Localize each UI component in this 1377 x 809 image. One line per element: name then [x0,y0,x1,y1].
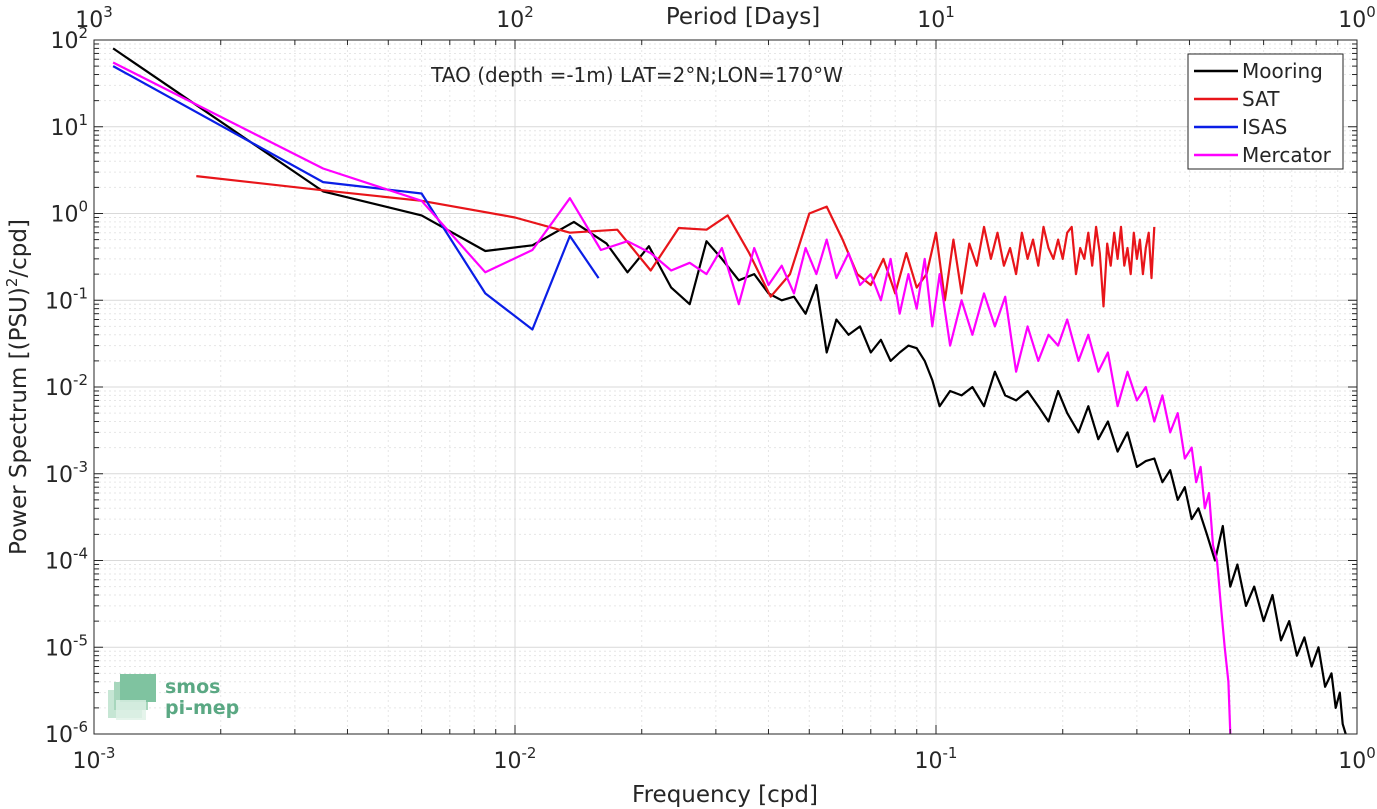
y-tick-label: 10-4 [45,545,88,575]
series-layer [112,47,1347,735]
top-tick-label: 102 [496,3,534,33]
legend-label-mercator: Mercator [1242,143,1332,167]
y-tick-label: 101 [50,111,88,141]
top-axis-label: Period [Days] [666,4,820,30]
top-tick-label: 100 [1338,3,1376,33]
y-tick-label: 10-1 [45,284,88,314]
series-line-mercator [112,61,1232,735]
smos-pi-mep-logo: smos pi-mep [108,674,239,720]
y-tick-label: 10-2 [45,371,88,401]
y-tick-label: 100 [50,198,88,228]
top-tick-label: 103 [75,3,113,33]
y-axis-label: Power Spectrum [(PSU)2/cpd] [3,219,32,555]
legend-label-isas: ISAS [1242,115,1287,139]
y-axis-label-tail: /cpd] [6,219,32,278]
y-axis-label-main: Power Spectrum [(PSU) [6,287,32,555]
legend-label-sat: SAT [1242,87,1280,111]
series-line-sat [196,175,1156,308]
x-axis-label: Frequency [cpd] [632,782,818,808]
legend-box [1187,53,1344,170]
y-axis-label-sup: 2 [3,278,21,288]
x-tick-label: 10-2 [494,744,537,774]
x-tick-label: 100 [1338,744,1376,774]
legend: Mooring SAT ISAS Mercator [1187,53,1344,170]
logo-mark-icon [108,674,156,720]
chart-annotation: TAO (depth =-1m) LAT=2°N;LON=170°W [430,63,843,87]
series-line-isas [112,65,600,331]
y-tick-label: 10-5 [45,631,88,661]
y-tick-label: 10-6 [45,718,88,748]
logo-text-pi-mep: pi-mep [165,697,239,719]
top-tick-label: 101 [917,3,955,33]
y-tick-label: 102 [50,24,88,54]
series-line-mooring [112,47,1347,735]
y-tick-label: 10-3 [45,458,88,488]
logo-text-smos: smos [165,676,220,698]
x-tick-label: 10-1 [915,744,958,774]
legend-label-mooring: Mooring [1242,59,1323,83]
tick-marks [93,39,1358,735]
x-tick-label: 10-3 [73,744,116,774]
